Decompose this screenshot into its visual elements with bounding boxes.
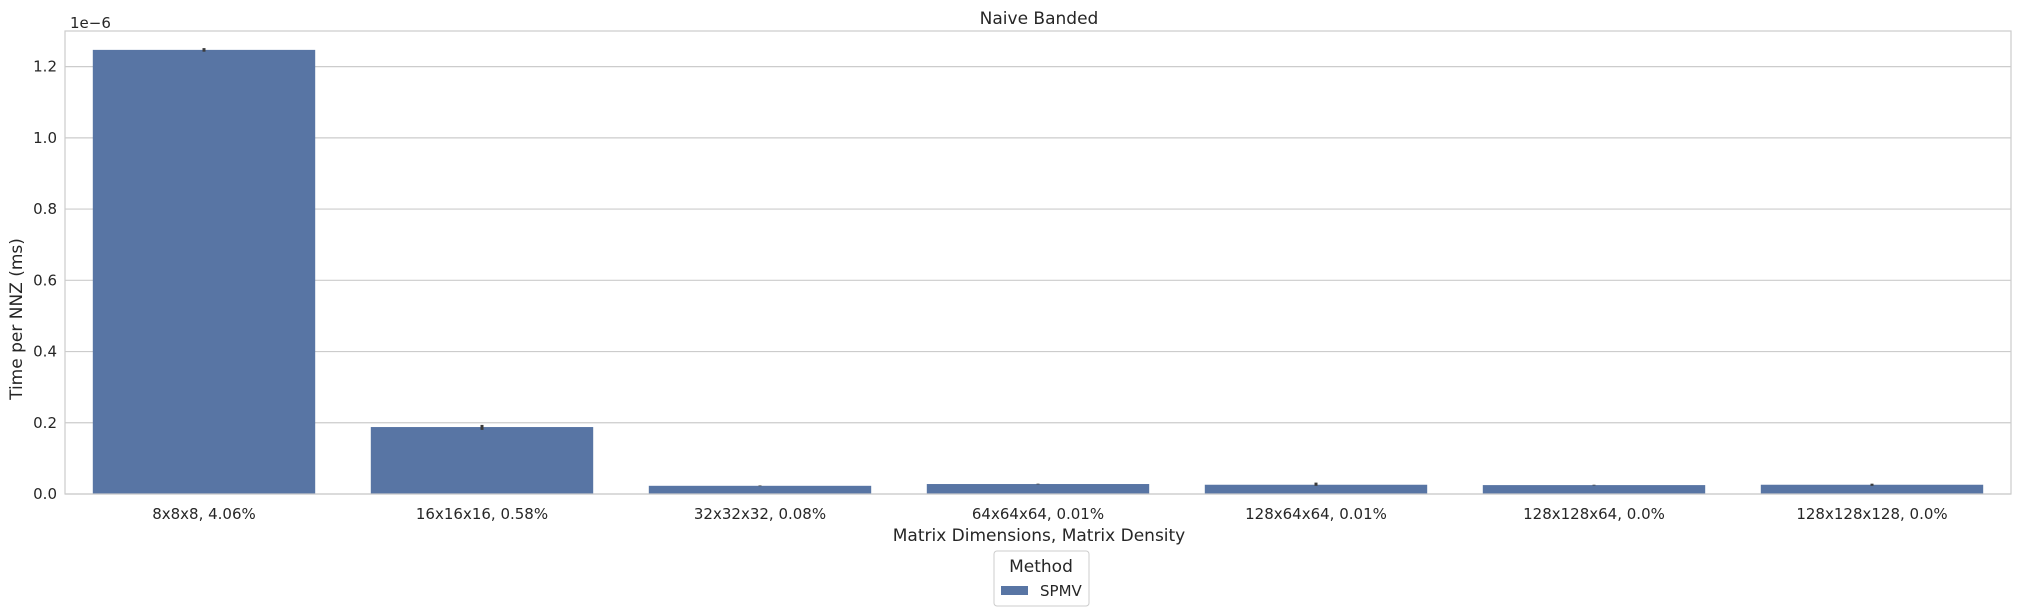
y-tick-label: 1.2 xyxy=(33,58,57,76)
legend-title: Method xyxy=(1009,557,1073,577)
y-tick-label: 0.0 xyxy=(33,485,57,503)
y-tick-label: 0.2 xyxy=(33,414,57,432)
error-bars xyxy=(202,48,1874,487)
bar xyxy=(926,484,1150,494)
x-tick-label: 128x128x128, 0.0% xyxy=(1796,505,1947,523)
x-tick-label: 128x128x64, 0.0% xyxy=(1523,505,1665,523)
x-tick-labels: 8x8x8, 4.06% 16x16x16, 0.58% 32x32x32, 0.0… xyxy=(152,505,1947,523)
bar xyxy=(370,427,594,494)
y-tick-label: 0.6 xyxy=(33,271,57,289)
x-tick-label: 128x64x64, 0.01% xyxy=(1245,505,1387,523)
bar xyxy=(92,49,316,494)
legend: Method SPMV xyxy=(993,550,1090,607)
chart-title: Naive Banded xyxy=(980,9,1099,29)
y-tick-labels: 0.0 0.2 0.4 0.6 0.8 1.0 1.2 xyxy=(33,58,57,503)
y-axis-label: Time per NNZ (ms) xyxy=(7,238,27,401)
x-tick-label: 8x8x8, 4.06% xyxy=(152,505,256,523)
y-tick-label: 1.0 xyxy=(33,129,57,147)
legend-label-spmv: SPMV xyxy=(1040,582,1083,600)
y-tick-label: 0.8 xyxy=(33,200,57,218)
grid-lines xyxy=(65,66,2011,495)
x-axis-label: Matrix Dimensions, Matrix Density xyxy=(893,526,1186,546)
plot-frame xyxy=(64,30,2012,495)
x-tick-label: 64x64x64, 0.01% xyxy=(972,505,1104,523)
bars xyxy=(92,49,1984,494)
legend-swatch-spmv xyxy=(1001,586,1028,595)
bar xyxy=(1760,484,1984,494)
x-tick-label: 32x32x32, 0.08% xyxy=(694,505,826,523)
bar xyxy=(1204,484,1428,494)
bar xyxy=(1482,485,1706,494)
y-tick-label: 0.4 xyxy=(33,343,57,361)
bar xyxy=(648,485,872,494)
x-tick-label: 16x16x16, 0.58% xyxy=(416,505,548,523)
y-offset-label: 1e−6 xyxy=(70,14,111,32)
